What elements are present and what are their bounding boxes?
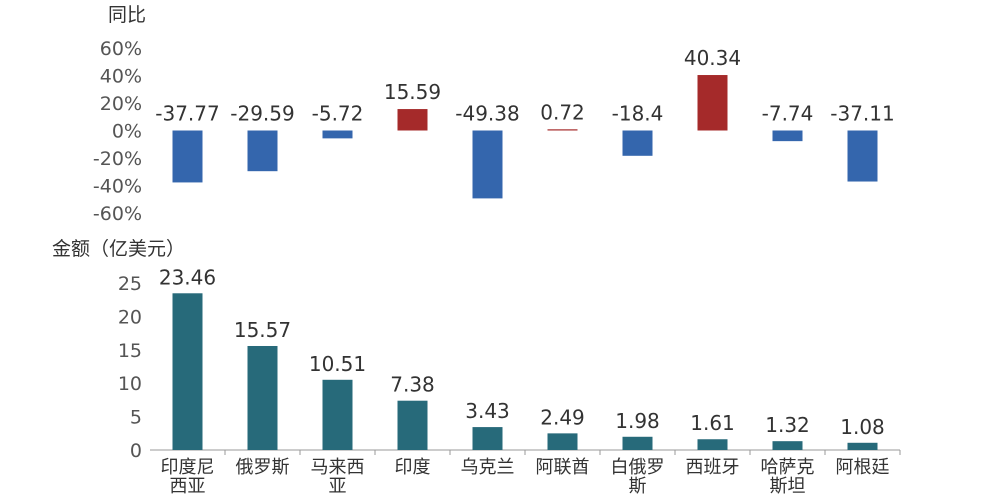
bottom-y-tick-label: 0 — [130, 440, 142, 462]
top-bar — [247, 130, 278, 172]
bottom-y-tick-label: 5 — [130, 407, 142, 429]
bottom-y-tick-label: 20 — [118, 306, 142, 328]
x-category-label: 西班牙 — [686, 457, 740, 478]
bottom-y-tick-label: 15 — [118, 340, 142, 362]
top-data-label: -7.74 — [762, 102, 814, 126]
x-category-label: 俄罗斯 — [236, 457, 290, 478]
top-data-label: 40.34 — [684, 46, 741, 70]
x-category-label: 印度尼 — [161, 457, 215, 478]
x-category-label: 白俄罗 — [611, 457, 665, 478]
bottom-data-label: 15.57 — [234, 318, 291, 342]
bottom-data-label: 1.32 — [765, 413, 810, 437]
top-bar — [397, 109, 428, 131]
top-axis-title: 同比 — [108, 4, 146, 26]
top-y-tick-label: -20% — [93, 148, 142, 170]
x-category-label: 印度 — [395, 457, 431, 478]
top-bar — [697, 75, 728, 131]
top-y-tick-label: -60% — [93, 203, 142, 225]
bottom-data-label: 3.43 — [465, 399, 510, 423]
top-y-tick-label: 0% — [112, 121, 142, 143]
bottom-y-tick-label: 10 — [118, 373, 142, 395]
x-category-label: 马来西 — [311, 457, 365, 478]
top-data-label: -37.11 — [830, 102, 894, 126]
top-y-tick-label: 40% — [100, 66, 142, 88]
bottom-bar — [772, 441, 803, 450]
top-data-label: 15.59 — [384, 80, 441, 104]
top-data-label: 0.72 — [540, 101, 585, 125]
bottom-data-label: 23.46 — [159, 265, 216, 289]
bottom-bar — [247, 345, 278, 450]
bottom-data-label: 2.49 — [540, 405, 585, 429]
top-y-tick-label: 60% — [100, 38, 142, 60]
x-category-label: 斯 — [629, 476, 647, 497]
top-y-tick-label: -40% — [93, 176, 142, 198]
bottom-bar — [172, 293, 203, 450]
bottom-bar — [847, 442, 878, 450]
top-bar — [547, 129, 578, 131]
bottom-bar — [547, 433, 578, 450]
top-data-label: -37.77 — [155, 102, 219, 126]
bottom-bar — [697, 439, 728, 450]
top-data-label: -5.72 — [312, 102, 364, 126]
bottom-y-tick-label: 25 — [118, 273, 142, 295]
x-category-label: 阿根廷 — [836, 457, 890, 478]
top-data-label: -29.59 — [230, 102, 294, 126]
top-data-label: -18.4 — [612, 102, 664, 126]
top-data-label: -49.38 — [455, 102, 519, 126]
top-bar — [472, 130, 503, 199]
x-category-label: 哈萨克 — [761, 457, 815, 478]
bottom-data-label: 1.98 — [615, 409, 660, 433]
bottom-bar — [397, 400, 428, 450]
top-bar — [847, 130, 878, 182]
x-category-label: 亚 — [329, 476, 347, 497]
bottom-bar — [322, 379, 353, 450]
x-category-label: 阿联酋 — [536, 457, 590, 478]
bottom-data-label: 1.61 — [690, 411, 735, 435]
bottom-data-label: 7.38 — [390, 373, 435, 397]
top-bar — [622, 130, 653, 156]
x-category-label: 斯坦 — [770, 476, 806, 497]
bottom-data-label: 1.08 — [840, 415, 885, 439]
top-y-tick-label: 20% — [100, 93, 142, 115]
bottom-axis-title: 金额（亿美元） — [52, 238, 185, 260]
top-bar — [172, 130, 203, 183]
bottom-data-label: 10.51 — [309, 352, 366, 376]
x-category-label: 西亚 — [170, 476, 206, 497]
bottom-bar — [622, 436, 653, 450]
x-category-label: 乌克兰 — [461, 457, 515, 478]
top-bar — [772, 130, 803, 142]
bottom-bar — [472, 427, 503, 450]
top-bar — [322, 130, 353, 139]
